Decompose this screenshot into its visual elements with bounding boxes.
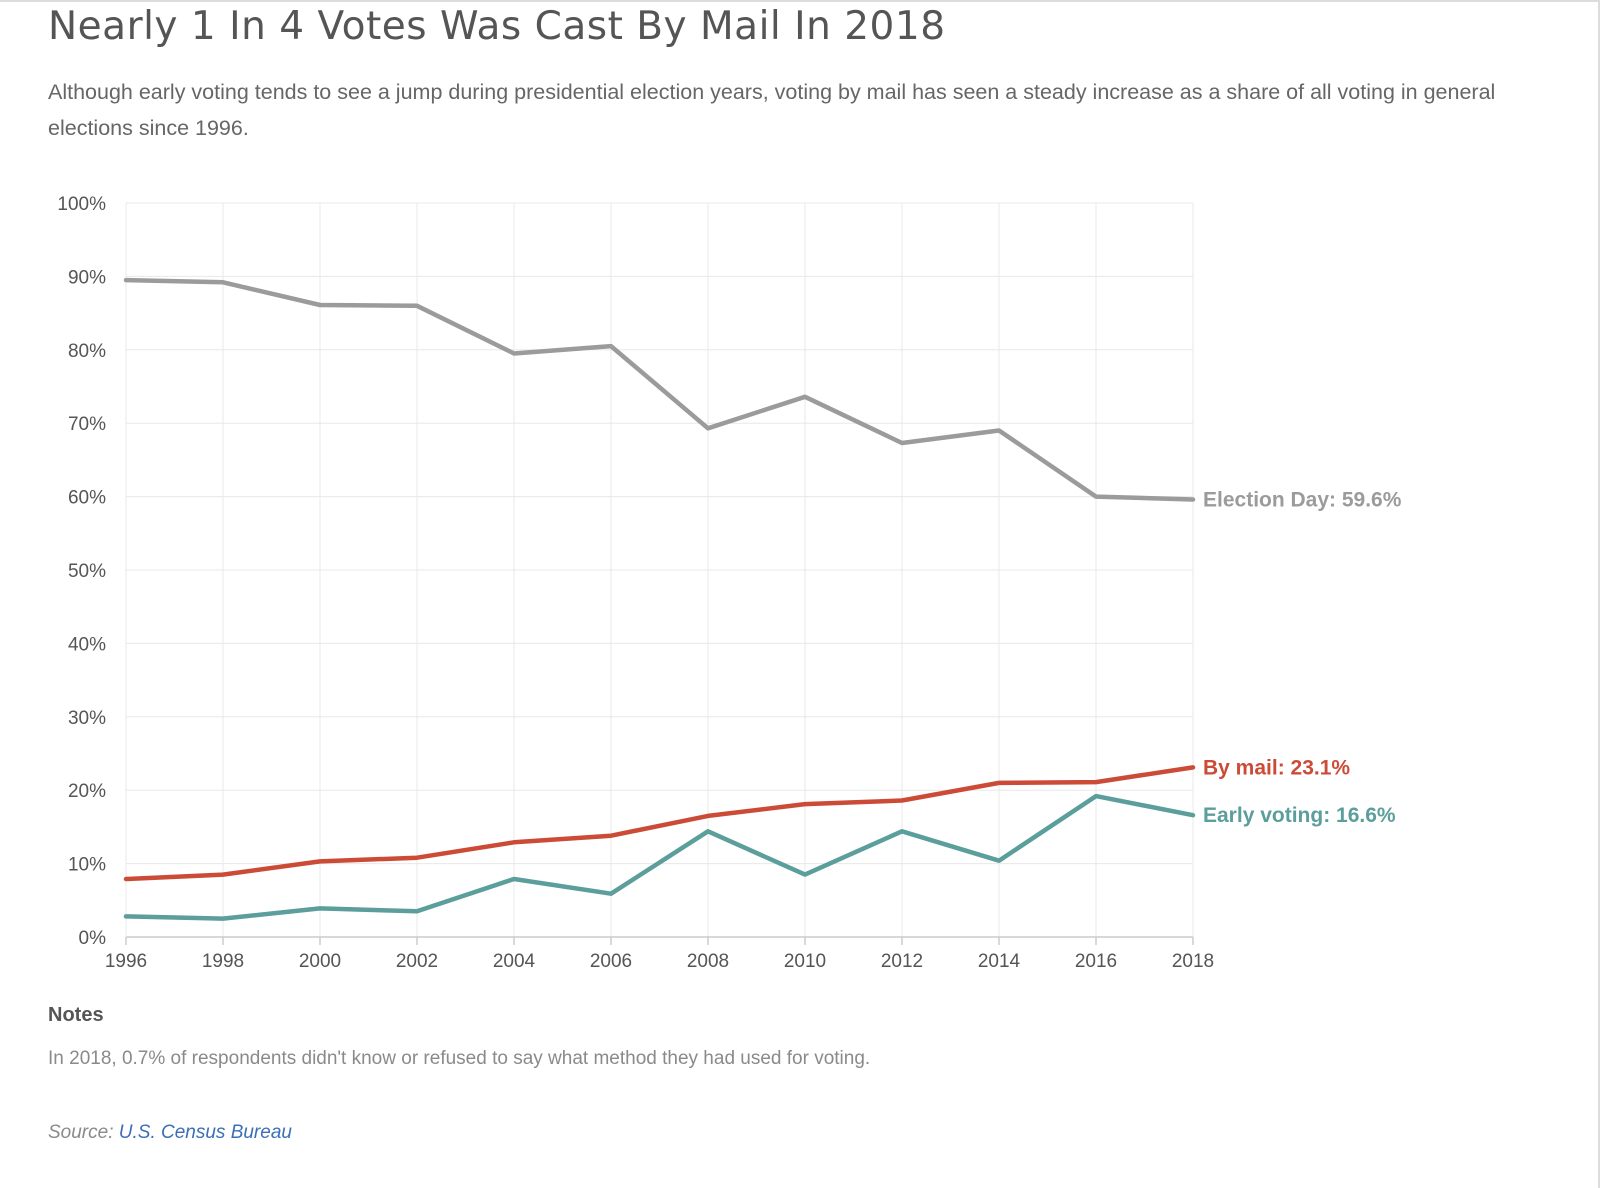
series-lines [123, 277, 1196, 921]
y-tick-label: 40% [68, 634, 106, 655]
series-line-by_mail [123, 765, 1196, 882]
y-tick-label: 20% [68, 781, 106, 802]
x-tick-label: 2006 [590, 951, 632, 972]
y-tick-label: 70% [68, 414, 106, 435]
y-axis-tick-labels: 0% 10% 20% 30% 40% 50% 60% 70% 80% 90% 100% [57, 194, 106, 949]
x-tick-label: 2002 [396, 951, 438, 972]
notes-heading: Notes [48, 1004, 104, 1026]
chart-title: Nearly 1 In 4 Votes Was Cast By Mail In … [48, 4, 946, 49]
x-tick-label: 2004 [493, 951, 536, 972]
x-axis-tick-labels: 1996 1998 2000 2002 2004 2006 2008 2010 2012 2014… [105, 951, 1214, 972]
x-tick-label: 2014 [978, 951, 1021, 972]
source-link[interactable]: U.S. Census Bureau [118, 1122, 292, 1143]
x-tick-label: 2016 [1075, 951, 1117, 972]
y-tick-label: 90% [68, 267, 106, 288]
y-tick-label: 100% [57, 194, 106, 215]
series-line-election_day [123, 277, 1196, 502]
x-tick-label: 2018 [1172, 951, 1214, 972]
y-tick-label: 60% [68, 488, 106, 509]
source-line: Source: U.S. Census Bureau [48, 1122, 292, 1144]
notes-text: In 2018, 0.7% of respondents didn't know… [48, 1048, 871, 1069]
series-label-election_day: Election Day: 59.6% [1203, 489, 1402, 512]
line-chart: 0%10%20%30%40%50%60%70%80%90%100% 1996 19… [57, 194, 1402, 972]
series-label-by_mail: By mail: 23.1% [1203, 756, 1350, 779]
y-tick-label: 0% [79, 928, 107, 949]
series-label-early_voting: Early voting: 16.6% [1203, 804, 1396, 827]
x-tick-label: 2008 [687, 951, 729, 972]
chart-subtitle: Although early voting tends to see a jum… [48, 80, 1496, 140]
series-end-labels: Election Day: 59.6% By mail: 23.1% Early v… [1203, 489, 1402, 828]
y-tick-label: 50% [68, 561, 106, 582]
y-tick-label: 80% [68, 341, 106, 362]
y-tick-label: 30% [68, 708, 106, 729]
source-label: Source: [48, 1122, 114, 1143]
x-tick-label: 2010 [784, 951, 826, 972]
x-tick-label: 2012 [881, 951, 923, 972]
series-line-early_voting [123, 793, 1196, 921]
axes [125, 203, 1194, 945]
y-tick-label: 10% [68, 855, 106, 876]
x-tick-label: 2000 [299, 951, 341, 972]
x-tick-label: 1996 [105, 951, 147, 972]
x-tick-label: 1998 [202, 951, 244, 972]
